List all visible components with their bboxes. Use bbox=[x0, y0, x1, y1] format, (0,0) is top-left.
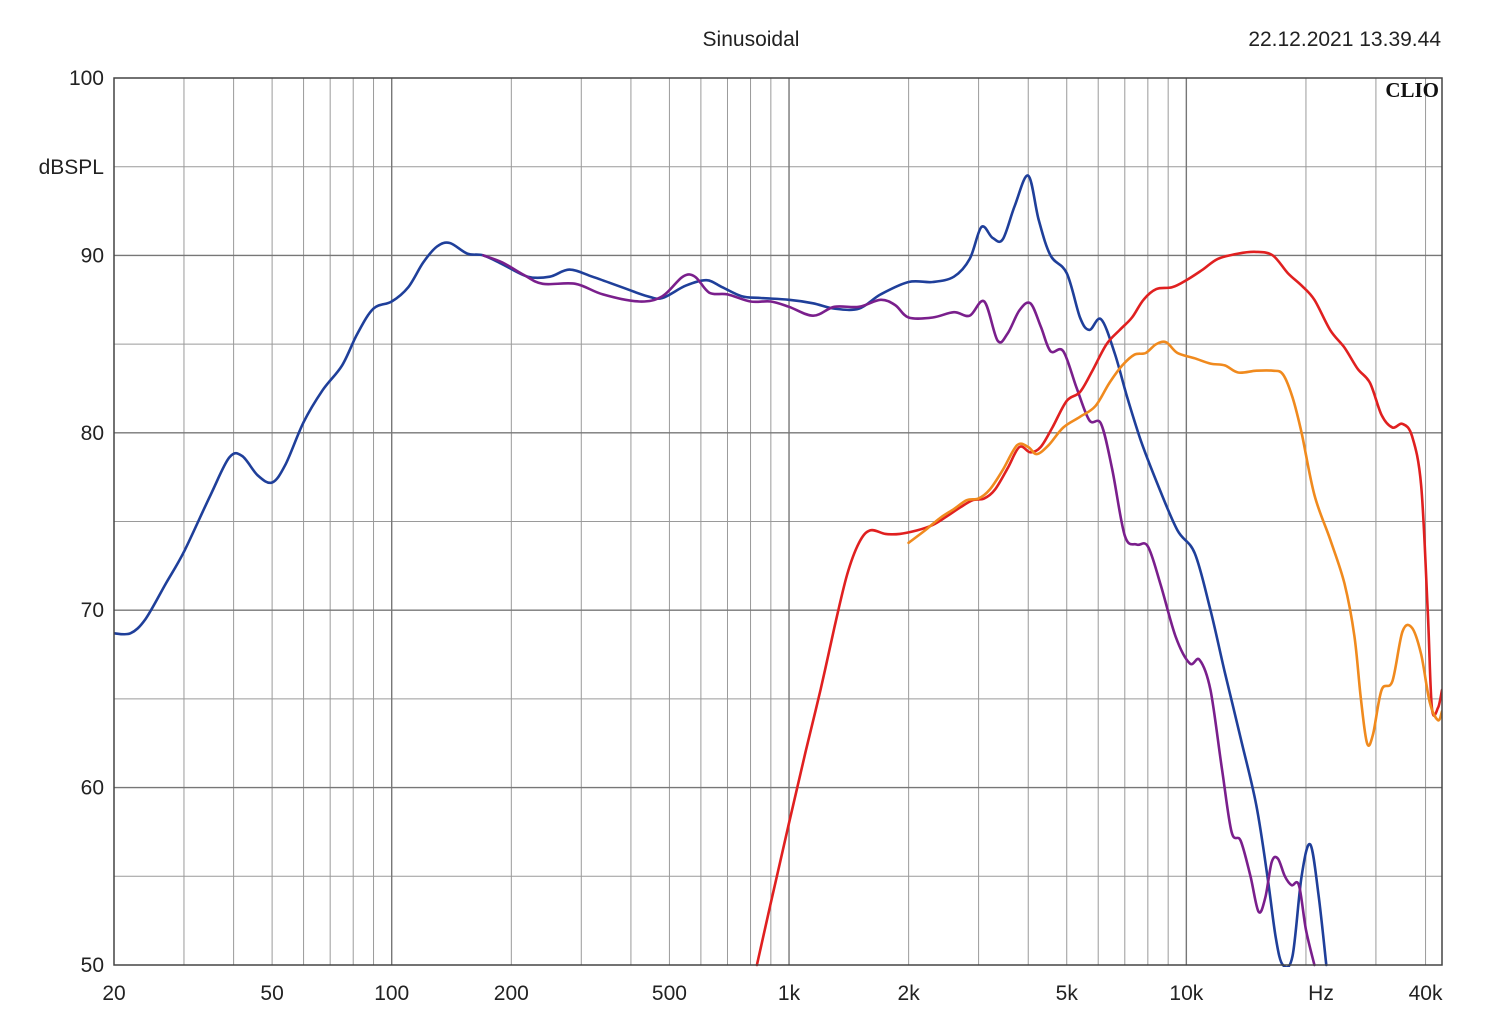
x-tick-label: 100 bbox=[374, 982, 409, 1005]
brand-logo: CLIO bbox=[1385, 78, 1439, 102]
x-tick-label: 5k bbox=[1056, 982, 1079, 1005]
y-tick-label: 70 bbox=[81, 599, 104, 622]
series-layer bbox=[114, 174, 1442, 967]
x-tick-label: 40k bbox=[1409, 982, 1443, 1005]
x-unit-label: Hz bbox=[1308, 982, 1334, 1005]
y-tick-label: 50 bbox=[81, 954, 104, 977]
chart-title: Sinusoidal bbox=[703, 28, 800, 51]
x-tick-label: 200 bbox=[494, 982, 529, 1005]
y-axis-label: dBSPL bbox=[39, 156, 104, 179]
y-tick-label: 80 bbox=[81, 422, 104, 445]
y-tick-label: 100 bbox=[69, 67, 104, 90]
measurement-timestamp: 22.12.2021 13.39.44 bbox=[1248, 28, 1441, 51]
x-tick-label: 10k bbox=[1169, 982, 1203, 1005]
plot-frame bbox=[113, 77, 1443, 966]
x-tick-label: 500 bbox=[652, 982, 687, 1005]
x-tick-label: 2k bbox=[898, 982, 921, 1005]
x-tick-label: 50 bbox=[260, 982, 283, 1005]
response-curve bbox=[114, 174, 1328, 967]
response-curve bbox=[482, 254, 1316, 967]
grid-major bbox=[114, 78, 1442, 965]
y-tick-labels: 100 90 80 70 60 50 bbox=[69, 67, 104, 977]
response-curve bbox=[755, 250, 1442, 967]
x-tick-label: 20 bbox=[102, 982, 125, 1005]
y-tick-label: 60 bbox=[81, 777, 104, 800]
x-tick-label: 1k bbox=[778, 982, 801, 1005]
x-tick-labels: 20 50 100 200 500 1k 2k 5k 10k 40k bbox=[102, 982, 1443, 1005]
grid-minor bbox=[114, 78, 1442, 965]
response-curve bbox=[907, 340, 1442, 747]
y-tick-label: 90 bbox=[81, 244, 104, 267]
